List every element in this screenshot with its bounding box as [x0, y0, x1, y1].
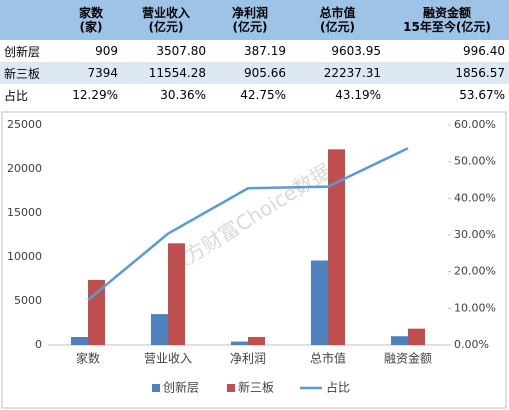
header-text: 营业收入 — [141, 6, 190, 20]
legend-label: 创新层 — [163, 380, 199, 395]
header-text: (亿元) — [232, 20, 268, 34]
line — [87, 147, 409, 301]
y-tick-label: 0 — [35, 338, 42, 351]
header-text: 15年至今(亿元) — [403, 20, 491, 34]
y2-tick-label: 20.00% — [454, 265, 496, 278]
table-cell: 9603.95 — [331, 44, 381, 58]
y2-tick-label: 50.00% — [454, 155, 496, 168]
y-tick-label: 20000 — [7, 162, 42, 175]
y-tick-label: 10000 — [7, 250, 42, 263]
header-text: 总市值 — [319, 6, 356, 20]
y2-tick-label: 40.00% — [454, 191, 496, 204]
header-row: 家数 (家) 营业收入 (亿元) 净利润 (亿元) 总市值 (亿元) 融资金额 15年至今(亿元) — [0, 0, 509, 40]
y2-tick-label: 10.00% — [454, 301, 496, 314]
table-cell: 7394 — [87, 66, 118, 80]
header-text: 家数 — [78, 6, 103, 20]
table-cell: 996.40 — [463, 44, 505, 58]
y-tick-label: 25000 — [7, 118, 42, 131]
bar — [71, 337, 88, 345]
x-tick-label: 融资金额 — [384, 351, 432, 366]
header-cell: 净利润 (亿元) — [210, 0, 290, 40]
header-text: 净利润 — [231, 6, 268, 20]
header-text: (亿元) — [320, 20, 355, 34]
table-row: 创新层 909 3507.80 387.19 9603.95 996.40 — [0, 40, 509, 62]
table-cell: 占比 — [4, 88, 29, 103]
y-tick-label: 15000 — [7, 206, 42, 219]
bar — [391, 336, 408, 345]
bar — [168, 243, 185, 345]
table-cell: 12.29% — [72, 88, 118, 102]
y-tick-label: 5000 — [14, 294, 42, 307]
header-cell: 融资金额 15年至今(亿元) — [385, 0, 509, 40]
x-tick-label: 家数 — [76, 351, 100, 366]
table-cell: 3507.80 — [156, 44, 206, 58]
table-cell: 创新层 — [4, 44, 41, 59]
y2-tick-label: 0.00% — [454, 338, 489, 351]
table-cell: 53.67% — [459, 88, 505, 102]
header-cell: 总市值 (亿元) — [290, 0, 385, 40]
bar — [151, 314, 168, 345]
legend-swatch — [227, 384, 235, 392]
x-tick-label: 净利润 — [230, 352, 266, 366]
chart-frame — [1, 111, 507, 409]
table-cell: 30.36% — [160, 88, 206, 102]
bar — [408, 328, 425, 345]
table-row: 新三板 7394 11554.28 905.66 22237.31 1856.57 — [0, 62, 509, 84]
table-row: 占比 12.29% 30.36% 42.75% 43.19% 53.67% — [0, 84, 509, 106]
table-cell: 1856.57 — [455, 66, 505, 80]
bar — [311, 260, 328, 345]
header-cell — [0, 0, 60, 40]
header-text: (家) — [79, 20, 103, 34]
header-cell: 家数 (家) — [60, 0, 122, 40]
table-cell: 43.19% — [335, 88, 381, 102]
table-cell: 新三板 — [4, 66, 41, 81]
table-cell: 905.66 — [244, 66, 286, 80]
bar — [328, 149, 345, 345]
header-cell: 营业收入 (亿元) — [122, 0, 210, 40]
chart: 0 5000 10000 15000 20000 25000 0.00% 10.00% 20.0… — [1, 111, 507, 409]
bar — [248, 337, 265, 345]
table-cell: 909 — [95, 44, 118, 58]
y2-tick-label: 30.00% — [454, 228, 496, 241]
x-tick-label: 总市值 — [310, 351, 346, 366]
table-cell: 11554.28 — [148, 66, 206, 80]
header-text: 融资金额 — [422, 6, 471, 20]
legend-label: 新三板 — [238, 380, 274, 395]
table-cell: 387.19 — [244, 44, 286, 58]
table-cell: 42.75% — [240, 88, 286, 102]
table-cell: 22237.31 — [323, 66, 381, 80]
bar — [231, 341, 248, 345]
bar — [88, 279, 105, 345]
legend-swatch — [152, 384, 160, 392]
legend-label: 占比 — [326, 380, 350, 395]
x-tick-label: 营业收入 — [144, 352, 192, 366]
y2-tick-label: 60.00% — [454, 118, 496, 131]
header-text: (亿元) — [148, 20, 184, 34]
